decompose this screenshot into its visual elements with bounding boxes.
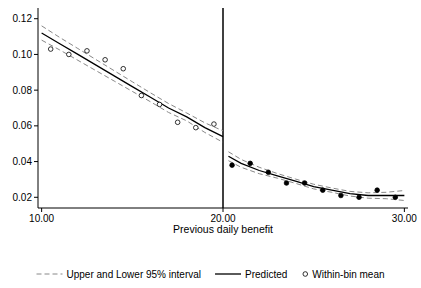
bin-mean-point [284,181,289,186]
bin-mean-point [302,181,307,186]
bin-mean-point [175,120,180,125]
bin-mean-point [48,47,53,52]
bin-mean-point [121,66,126,71]
interval-line [42,26,405,193]
bin-mean-point [357,195,362,200]
legend: Upper and Lower 95% interval Predicted Wit… [37,269,385,280]
bin-mean-point [103,57,108,62]
y-axis [38,8,39,208]
bin-mean-point [193,125,198,130]
x-tick-label: 30.00 [392,213,417,224]
predicted-line [42,33,405,196]
y-tick-label: 0.10 [13,49,33,60]
bin-mean-point [212,122,217,127]
y-tick-label: 0.12 [13,13,33,24]
legend-swatch [215,273,241,274]
bin-mean-point [266,170,271,175]
bin-mean-point [139,93,144,98]
legend-swatch [303,272,308,277]
bin-mean-point [248,161,253,166]
bin-mean-point [339,193,344,198]
x-tick-label: 10.00 [29,213,54,224]
bin-mean-point [85,49,90,54]
bin-mean-point [320,188,325,193]
bin-mean-point [157,102,162,107]
legend-label: Predicted [245,269,287,280]
y-tick-label: 0.04 [13,156,33,167]
bin-mean-point [67,52,72,57]
x-axis-label: Previous daily benefit [173,223,273,235]
plot-area [42,8,405,208]
legend-label: Within-bin mean [312,269,384,280]
bin-mean-point [375,188,380,193]
y-tick [34,90,38,91]
x-tick [223,208,224,212]
y-tick [34,161,38,162]
y-tick-label: 0.02 [13,192,33,203]
bin-mean-point [393,195,398,200]
x-tick [41,208,42,212]
legend-swatch [37,274,63,275]
y-tick [34,197,38,198]
legend-label: Upper and Lower 95% interval [67,269,202,280]
x-tick [404,208,405,212]
y-tick [34,18,38,19]
y-tick-label: 0.06 [13,120,33,131]
bin-mean-point [230,163,235,168]
interval-line [42,40,405,200]
y-tick [34,125,38,126]
y-tick-label: 0.08 [13,85,33,96]
cutoff-line [222,8,224,208]
chart: 0.020.040.060.080.100.1210.0020.0030.00P… [0,0,421,288]
y-tick [34,54,38,55]
